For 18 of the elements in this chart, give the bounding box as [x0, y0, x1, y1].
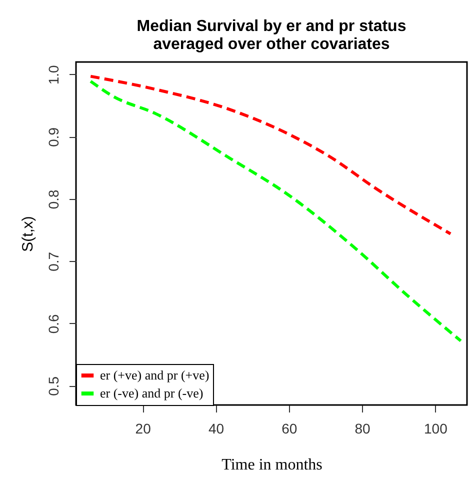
y-tick-label: 0.7	[46, 252, 62, 272]
x-tick-label: 20	[135, 420, 152, 436]
y-tick-label: 1.0	[46, 65, 62, 85]
line-series	[89, 80, 462, 342]
y-tick-label: 0.6	[46, 314, 62, 334]
line-series	[89, 74, 452, 236]
y-tick-label: 0.5	[46, 376, 62, 396]
legend-label: er (+ve) and pr (+ve)	[100, 368, 210, 382]
y-tick-label: 0.8	[46, 190, 62, 210]
y-axis-title: S(t,x)	[20, 216, 36, 252]
x-axis-title: Time in months	[222, 456, 322, 474]
legend-label: er (-ve) and pr (-ve)	[100, 386, 204, 400]
x-tick-label: 40	[208, 420, 224, 436]
x-tick-label: 80	[354, 420, 371, 436]
x-tick-label: 100	[424, 420, 448, 436]
chart-title: Median Survival by er and pr status averaged over other covariates	[136, 18, 406, 53]
x-tick-label: 60	[282, 420, 298, 436]
y-tick-label: 0.9	[46, 127, 62, 147]
